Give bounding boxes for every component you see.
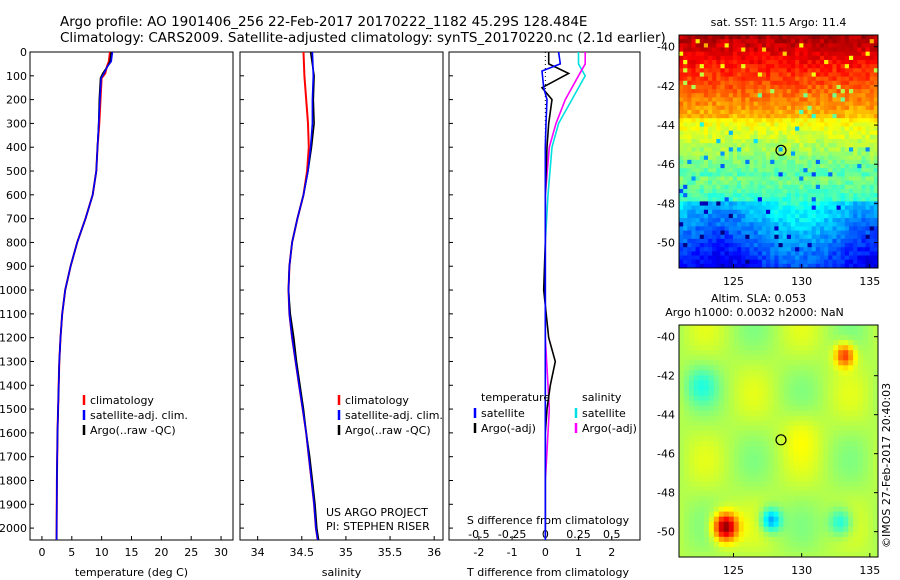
s-diff-tick-label: 0.25 bbox=[566, 528, 591, 541]
diff-sal-legend-label: satellite bbox=[582, 407, 626, 420]
sst-map-lat-label: -48 bbox=[657, 197, 675, 210]
sal-satellite-line bbox=[287, 51, 319, 541]
diff-legend-salinity-title: salinity bbox=[582, 391, 622, 404]
sla-map-lat-label: -46 bbox=[657, 448, 675, 461]
sal-tick-label: 36 bbox=[427, 546, 441, 559]
title-line-2: Climatology: CARS2009. Satellite-adjuste… bbox=[60, 30, 666, 46]
t-diff-tick-label: -2 bbox=[473, 546, 484, 559]
s-diff-tick-label: 0.5 bbox=[603, 528, 621, 541]
sla-map-lon-label: 130 bbox=[791, 564, 812, 577]
depth-tick-label: 300 bbox=[6, 117, 27, 130]
sst-map-argo-location-marker bbox=[775, 144, 787, 156]
credit-pi: PI: STEPHEN RISER bbox=[326, 520, 430, 533]
depth-tick-label: 1800 bbox=[0, 474, 27, 487]
diff-temperature-satellite-line bbox=[541, 51, 562, 540]
sst-map-image bbox=[679, 35, 879, 269]
sla-map-lat-label: -40 bbox=[657, 331, 675, 344]
sal-tick-label: 35.5 bbox=[378, 546, 403, 559]
t-diff-tick-label: 1 bbox=[575, 546, 582, 559]
panel-frame-1 bbox=[29, 51, 234, 541]
sal-legend-label: climatology bbox=[345, 394, 409, 407]
sla-map-frame bbox=[678, 324, 879, 558]
temp-tick-label: 10 bbox=[95, 546, 109, 559]
depth-tick-label: 400 bbox=[6, 141, 27, 154]
s-diff-axis-label: S difference from climatology bbox=[467, 514, 630, 527]
temp-legend-label: satellite-adj. clim. bbox=[90, 409, 188, 422]
sal-legend-label: satellite-adj. clim. bbox=[345, 409, 443, 422]
depth-tick-label: 200 bbox=[6, 94, 27, 107]
sst-map-lat-label: -44 bbox=[657, 119, 675, 132]
depth-tick-label: 600 bbox=[6, 189, 27, 202]
t-diff-tick-label: 0 bbox=[542, 546, 549, 559]
depth-tick-label: 2000 bbox=[0, 522, 27, 535]
title-line-1: Argo profile: AO 1901406_256 22-Feb-2017… bbox=[60, 14, 588, 30]
t-diff-axis-label: T difference from climatology bbox=[466, 566, 629, 579]
depth-tick-label: 1900 bbox=[0, 498, 27, 511]
t-diff-tick-label: -1 bbox=[507, 546, 518, 559]
sst-map-lat-label: -46 bbox=[657, 158, 675, 171]
panel-frame-2 bbox=[239, 51, 444, 541]
sla-map-title: Altim. SLA: 0.053 bbox=[711, 292, 806, 305]
sla-map-lat-label: -42 bbox=[657, 370, 675, 383]
sst-map-lon-label: 130 bbox=[791, 275, 812, 288]
s-diff-tick-label: -0.5 bbox=[468, 528, 489, 541]
sla-map-image bbox=[679, 325, 879, 558]
diff-temp-legend-label: Argo(-adj) bbox=[481, 422, 536, 435]
sla-map-lat-label: -50 bbox=[657, 526, 675, 539]
s-diff-tick-label: -0.25 bbox=[498, 528, 526, 541]
temp-tick-label: 0 bbox=[38, 546, 45, 559]
sst-map-lon-label: 135 bbox=[859, 275, 880, 288]
depth-tick-label: 500 bbox=[6, 165, 27, 178]
temp-legend-label: climatology bbox=[90, 394, 154, 407]
temp-tick-label: 25 bbox=[184, 546, 198, 559]
sal-legend-label: Argo(..raw -QC) bbox=[345, 424, 431, 437]
sal-tick-label: 34 bbox=[251, 546, 265, 559]
depth-tick-label: 900 bbox=[6, 260, 27, 273]
temp-tick-label: 15 bbox=[125, 546, 139, 559]
sla-map-argo-location-marker bbox=[775, 434, 787, 446]
depth-tick-label: 1100 bbox=[0, 308, 27, 321]
temp-axis-label: temperature (deg C) bbox=[75, 566, 188, 579]
depth-tick-label: 1600 bbox=[0, 427, 27, 440]
diff-temp-legend-label: satellite bbox=[481, 407, 525, 420]
sst-map-lon-label: 125 bbox=[723, 275, 744, 288]
temp-tick-label: 20 bbox=[154, 546, 168, 559]
sst-map-lat-label: -42 bbox=[657, 80, 675, 93]
imos-timestamp: ©IMOS 27-Feb-2017 20:40:03 bbox=[880, 383, 893, 548]
sla-map-lat-label: -48 bbox=[657, 487, 675, 500]
sal-axis-label: salinity bbox=[322, 566, 362, 579]
temp-tick-label: 5 bbox=[68, 546, 75, 559]
sst-map-frame bbox=[678, 34, 879, 269]
sla-map-subtitle: Argo h1000: 0.0032 h2000: NaN bbox=[665, 306, 844, 319]
diff-legend-temperature-title: temperature bbox=[481, 391, 550, 404]
temp-tick-label: 30 bbox=[214, 546, 228, 559]
sla-map-lon-label: 125 bbox=[723, 564, 744, 577]
depth-tick-label: 1200 bbox=[0, 332, 27, 345]
sla-map-lat-label: -44 bbox=[657, 409, 675, 422]
sal-tick-label: 34.5 bbox=[290, 546, 315, 559]
credit-project: US ARGO PROJECT bbox=[326, 506, 428, 519]
depth-tick-label: 0 bbox=[20, 46, 27, 59]
t-diff-tick-label: 2 bbox=[608, 546, 615, 559]
depth-tick-label: 1700 bbox=[0, 451, 27, 464]
depth-tick-label: 1300 bbox=[0, 355, 27, 368]
temp-legend-label: Argo(..raw -QC) bbox=[90, 424, 176, 437]
depth-tick-label: 1000 bbox=[0, 284, 27, 297]
sst-map-lat-label: -50 bbox=[657, 237, 675, 250]
sst-map-lat-label: -40 bbox=[657, 41, 675, 54]
temp-satellite-line bbox=[55, 51, 114, 541]
depth-tick-label: 1500 bbox=[0, 403, 27, 416]
sal-tick-label: 35 bbox=[339, 546, 353, 559]
sst-map-title: sat. SST: 11.5 Argo: 11.4 bbox=[711, 16, 847, 29]
depth-tick-label: 700 bbox=[6, 213, 27, 226]
diff-sal-legend-label: Argo(-adj) bbox=[582, 422, 637, 435]
depth-tick-label: 800 bbox=[6, 236, 27, 249]
depth-tick-label: 100 bbox=[6, 70, 27, 83]
sla-map-lon-label: 135 bbox=[859, 564, 880, 577]
depth-tick-label: 1400 bbox=[0, 379, 27, 392]
